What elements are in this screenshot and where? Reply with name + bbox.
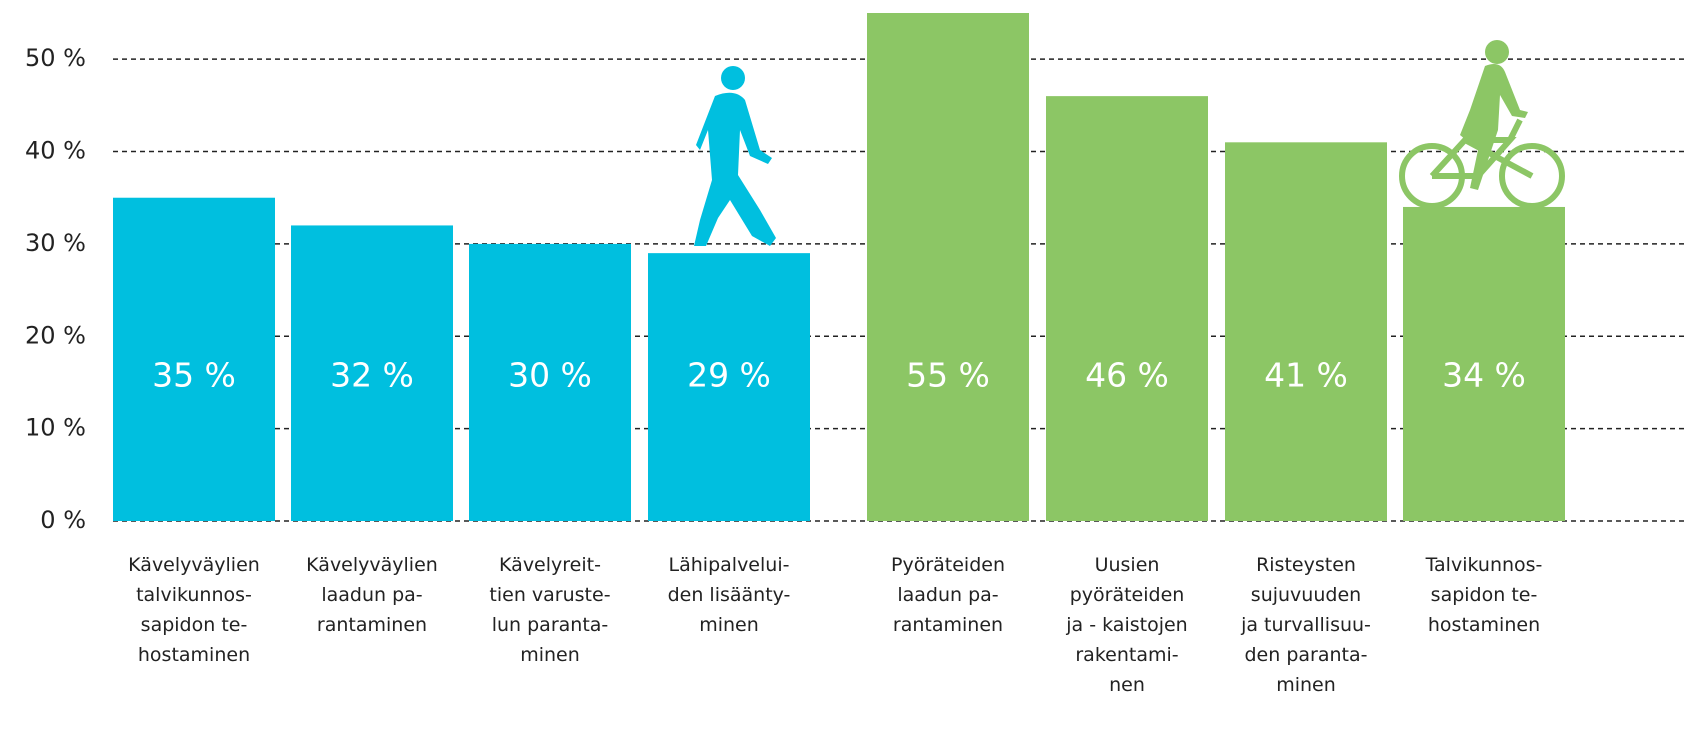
walker-icon: [694, 66, 776, 246]
bar: [1403, 206, 1565, 522]
y-tick-label: 0 %: [40, 506, 86, 534]
x-tick-label: Risteysten sujuvuuden ja turvallisuu-den p…: [1240, 554, 1371, 696]
bar: [291, 225, 453, 521]
x-tick-label: Kävelyväylien laadun pa-rantaminen: [306, 554, 438, 636]
x-tick-label: Uusien pyöräteiden ja - kaistojen rakentami…: [1065, 554, 1187, 696]
value-label: 41 %: [1264, 356, 1348, 395]
bar: [469, 243, 631, 521]
bar: [113, 197, 275, 521]
value-label: 46 %: [1085, 356, 1169, 395]
bar: [1046, 96, 1208, 522]
x-tick-label: Kävelyreit-tien varuste-lun paranta-mine…: [489, 554, 610, 666]
y-tick-label: 20 %: [25, 321, 86, 349]
cyclist-icon: [1399, 40, 1565, 209]
x-tick-label: Lähipalvelui-den lisäänty-minen: [668, 554, 791, 636]
x-tick-label: Kävelyväylien talvikunnos-sapidon te-host…: [128, 554, 260, 666]
y-tick-label: 50 %: [25, 44, 86, 72]
y-tick-label: 10 %: [25, 414, 86, 442]
value-label: 55 %: [906, 356, 990, 395]
value-label: 30 %: [508, 356, 592, 395]
x-tick-label: Talvikunnos-sapidon te-hostaminen: [1425, 554, 1543, 636]
y-tick-label: 30 %: [25, 229, 86, 257]
value-label: 32 %: [330, 356, 414, 395]
bar: [1225, 142, 1387, 522]
bar: [867, 13, 1029, 521]
value-label: 35 %: [152, 356, 236, 395]
x-tick-label: Pyöräteiden laadun pa-rantaminen: [891, 554, 1005, 636]
y-tick-label: 40 %: [25, 137, 86, 165]
bar: [648, 253, 810, 522]
value-label: 34 %: [1442, 356, 1526, 395]
value-label: 29 %: [687, 356, 771, 395]
